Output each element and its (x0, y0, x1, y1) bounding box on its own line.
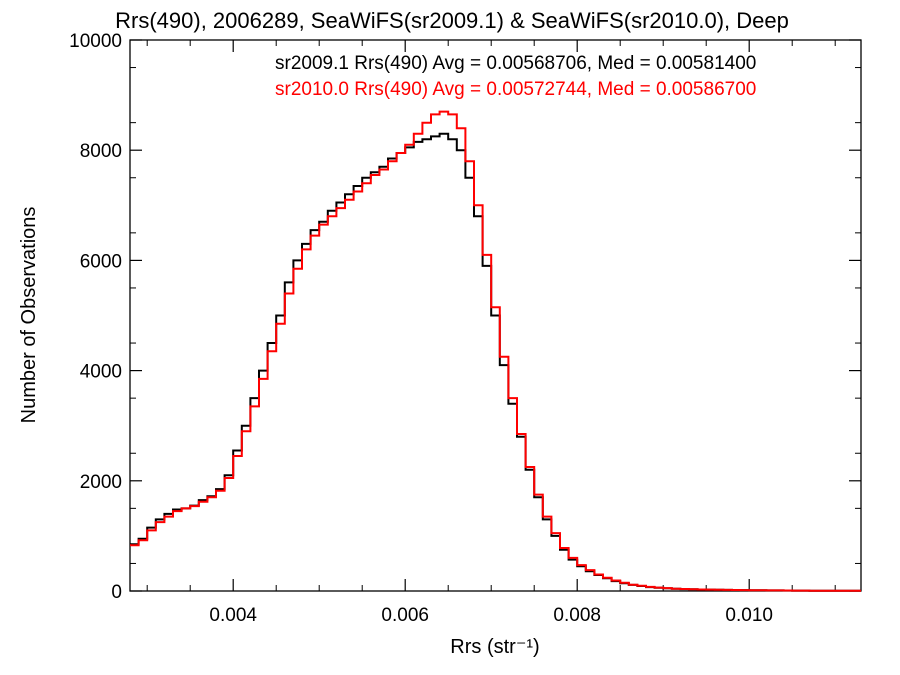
y-axis-label: Number of Observations (18, 207, 40, 424)
y-tick-label: 4000 (80, 362, 122, 383)
series-layer (130, 110, 861, 592)
annotation-sr2009-stats: sr2009.1 Rrs(490) Avg = 0.00568706, Med … (275, 53, 756, 74)
y-tick-label: 8000 (80, 141, 122, 162)
y-tick-label: 0 (111, 582, 122, 603)
y-tick-label: 2000 (80, 472, 122, 493)
series-sr2009-1-line (130, 132, 861, 592)
x-axis-label: Rrs (str⁻¹) (450, 636, 539, 658)
x-tick-label: 0.006 (381, 605, 429, 626)
y-axis: 0 2000 4000 6000 8000 10000 (69, 31, 861, 603)
x-tick-label: 0.008 (553, 605, 601, 626)
annotation-sr2010-stats: sr2010.0 Rrs(490) Avg = 0.00572744, Med … (275, 79, 756, 100)
x-axis: 0.004 0.006 0.008 0.010 (146, 40, 836, 626)
x-tick-label: 0.010 (725, 605, 773, 626)
series-sr2010-0-line (130, 110, 861, 592)
y-tick-label: 10000 (69, 31, 122, 52)
x-tick-label: 0.004 (209, 605, 257, 626)
y-tick-label: 6000 (80, 251, 122, 272)
chart-title: Rrs(490), 2006289, SeaWiFS(sr2009.1) & S… (115, 8, 789, 33)
plot-area: 0.004 0.006 0.008 0.010 0 2000 4000 6000 8000 10… (69, 31, 862, 626)
plot-frame (129, 39, 862, 592)
